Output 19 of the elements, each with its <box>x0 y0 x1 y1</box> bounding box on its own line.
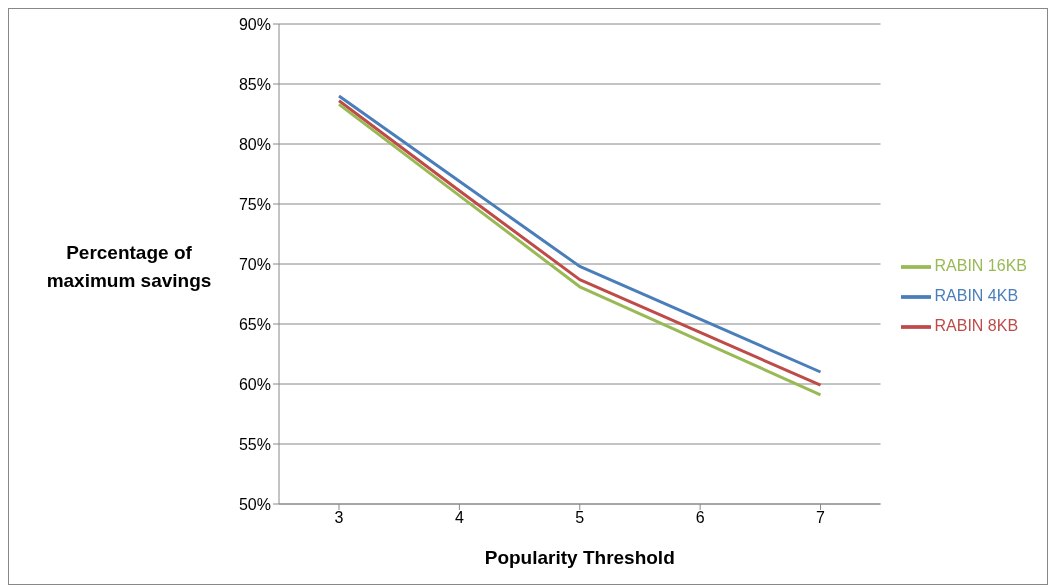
y-tick-label: 55% <box>238 435 271 453</box>
y-tick-label: 50% <box>238 495 271 513</box>
x-tick-label: 5 <box>575 509 585 527</box>
y-axis-title: Percentage of maximum savings <box>45 241 213 293</box>
legend-label: RABIN 16KB <box>934 256 1027 274</box>
y-tick-label: 90% <box>238 15 271 33</box>
x-tick-label: 4 <box>454 509 464 527</box>
y-tick-label: 70% <box>238 255 271 273</box>
y-tick-label: 60% <box>238 375 271 393</box>
y-tick-label: 85% <box>238 75 271 93</box>
y-tick-label: 75% <box>238 195 271 213</box>
x-tick-label: 7 <box>816 509 826 527</box>
legend-label: RABIN 8KB <box>934 316 1019 334</box>
y-tick-label: 80% <box>238 135 271 153</box>
x-axis-title: Popularity Threshold <box>484 547 675 568</box>
legend-label: RABIN 4KB <box>934 286 1019 304</box>
x-tick-label: 3 <box>334 509 344 527</box>
y-tick-label: 65% <box>238 315 271 333</box>
x-tick-label: 6 <box>695 509 705 527</box>
